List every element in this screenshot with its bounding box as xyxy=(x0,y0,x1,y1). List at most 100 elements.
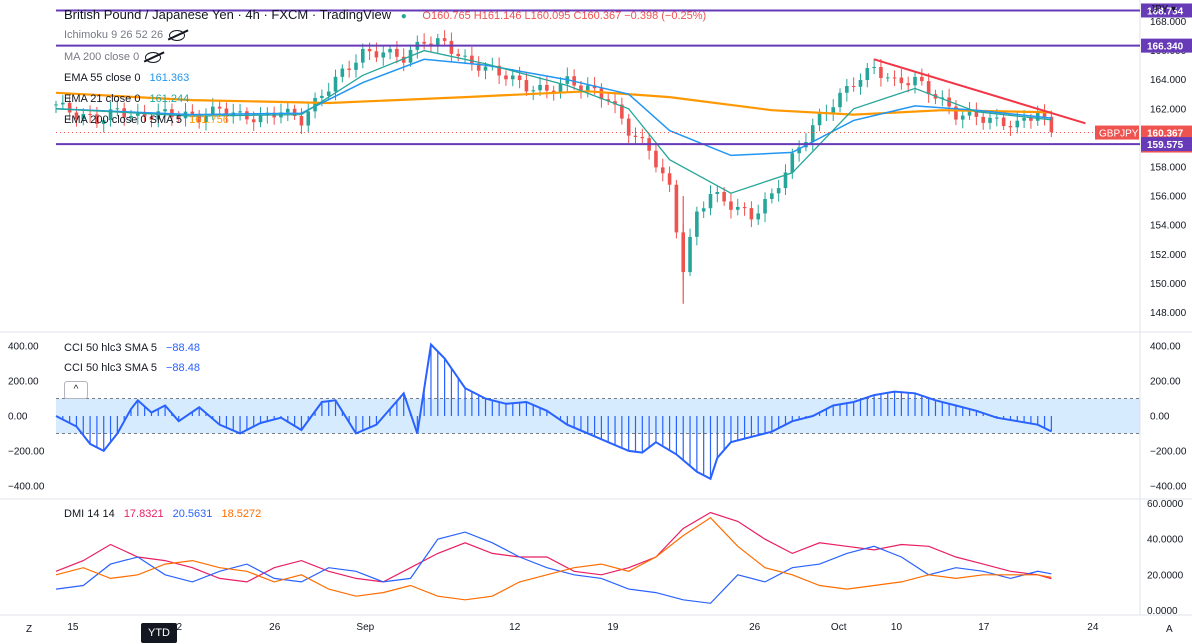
candle-body xyxy=(879,67,883,78)
collapse-legend-button[interactable]: ^ xyxy=(64,381,88,399)
candle-body xyxy=(599,88,604,100)
candle-body xyxy=(401,56,406,63)
candle-body xyxy=(449,40,454,54)
hidden-eye-icon[interactable] xyxy=(169,29,186,41)
candle-body xyxy=(1001,117,1006,127)
candle-body xyxy=(531,90,536,92)
legend-ema200[interactable]: EMA 200 close 0 SMA 5 161.756 xyxy=(64,114,229,126)
candle-body xyxy=(88,114,92,116)
candle-body xyxy=(217,106,222,109)
symbol-label: British Pound / Japanese Yen · 4h · FXCM… xyxy=(64,7,392,22)
time-axis-tick: Oct xyxy=(831,622,847,633)
legend-cci-1[interactable]: CCI 50 hlc3 SMA 5 −88.48 xyxy=(64,342,200,354)
dmi-plus-line xyxy=(55,531,1052,604)
price-axis-tick: 164.000 xyxy=(1150,75,1187,86)
candle-body xyxy=(770,193,774,200)
legend-dmi[interactable]: DMI 14 14 17.8321 20.5631 18.5272 xyxy=(64,508,262,520)
candle-body xyxy=(674,184,679,233)
candle-body xyxy=(981,116,985,123)
candle-body xyxy=(74,112,79,120)
candle-body xyxy=(497,65,501,76)
cci-axis-tick: −400.00 xyxy=(1150,481,1187,492)
candle-body xyxy=(258,115,263,123)
legend-ichimoku[interactable]: Ichimoku 9 26 52 26 xyxy=(64,29,186,41)
candle-body xyxy=(333,76,338,92)
candle-body xyxy=(906,83,911,86)
price-axis-tick: 168.000 xyxy=(1150,17,1187,28)
candle-body xyxy=(388,48,392,53)
candle-body xyxy=(810,125,815,143)
candle-body xyxy=(211,106,215,117)
candle-body xyxy=(292,108,297,117)
hidden-eye-icon[interactable] xyxy=(145,51,162,63)
candle-body xyxy=(517,75,522,81)
ytd-button[interactable]: YTD xyxy=(141,623,177,643)
candle-body xyxy=(395,48,399,57)
candle-body xyxy=(463,55,467,57)
time-axis-tick: 26 xyxy=(749,622,761,633)
candle-body xyxy=(538,84,542,91)
candle-body xyxy=(742,206,747,209)
candle-body xyxy=(626,118,631,136)
candle-body xyxy=(435,38,440,45)
candle-body xyxy=(722,191,726,202)
candle-body xyxy=(845,86,849,93)
symbol-tag: GBPJPY xyxy=(1099,129,1139,140)
cci-axis-tick-left: 400.00 xyxy=(8,342,39,353)
candle-body xyxy=(470,55,474,64)
symbol-tag-bg xyxy=(1095,125,1139,140)
candle-body xyxy=(136,112,140,116)
candle-body xyxy=(892,77,897,79)
time-axis-tick: 17 xyxy=(978,622,990,633)
last-price-tag: 160.367 xyxy=(1147,129,1184,140)
legend-ema21[interactable]: EMA 21 close 0 161.244 xyxy=(64,93,190,105)
cci-axis-tick: 200.00 xyxy=(1150,377,1181,388)
candle-body xyxy=(579,85,583,91)
legend-cci-2[interactable]: CCI 50 hlc3 SMA 5 −88.48 xyxy=(64,362,200,374)
candle-body xyxy=(429,43,433,45)
candle-body xyxy=(920,76,924,82)
currency-selector[interactable]: JPY ▾ xyxy=(1150,4,1176,15)
candle-body xyxy=(545,84,549,91)
candle-body xyxy=(374,51,379,58)
candle-body xyxy=(872,67,876,69)
dmi-axis-tick: 40.0000 xyxy=(1147,535,1184,546)
candle-body xyxy=(238,111,242,113)
price-tag-lower-bg xyxy=(1141,137,1192,152)
ema55-line xyxy=(55,58,1052,157)
ohlc-readout: O160.765 H161.146 L160.095 C160.367 −0.3… xyxy=(422,10,707,22)
candle-body xyxy=(640,136,645,139)
chart-title: British Pound / Japanese Yen · 4h · FXCM… xyxy=(64,7,706,22)
candle-body xyxy=(1042,112,1047,117)
candle-body xyxy=(224,108,229,117)
candle-body xyxy=(149,116,154,120)
candle-body xyxy=(285,108,290,113)
price-axis-tick: 156.000 xyxy=(1150,192,1187,203)
time-axis-tick: 12 xyxy=(509,622,521,633)
candle-body xyxy=(606,99,611,102)
price-axis-tick: 152.000 xyxy=(1150,250,1187,261)
legend-ema55[interactable]: EMA 55 close 0 161.363 xyxy=(64,72,190,84)
time-axis-tick: 24 xyxy=(1087,622,1099,633)
candle-body xyxy=(354,62,358,70)
candle-body xyxy=(667,173,672,185)
dmi-adx-line xyxy=(55,511,1052,583)
cci-line xyxy=(55,342,1052,481)
candle-body xyxy=(176,117,181,119)
legend-ma200[interactable]: MA 200 close 0 xyxy=(64,51,162,63)
candle-body xyxy=(763,199,767,214)
cci-axis-tick-left: 200.00 xyxy=(8,377,39,388)
zoom-right-button[interactable]: A xyxy=(1166,624,1173,635)
candle-body xyxy=(115,108,120,110)
cci-axis-tick: −200.00 xyxy=(1150,446,1187,457)
candle-body xyxy=(988,117,992,123)
cci-axis-tick-left: −400.00 xyxy=(8,481,45,492)
price-tag-top: 168.754 xyxy=(1147,6,1184,17)
candle-body xyxy=(1049,116,1054,133)
candle-body xyxy=(456,53,461,57)
candle-body xyxy=(156,111,161,120)
zoom-left-button[interactable]: Z xyxy=(26,624,33,635)
candle-body xyxy=(735,206,740,210)
candle-body xyxy=(960,115,965,120)
